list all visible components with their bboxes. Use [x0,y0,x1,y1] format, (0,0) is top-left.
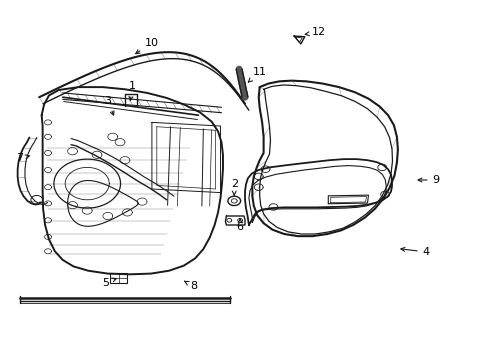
Text: 12: 12 [305,27,325,37]
Text: 6: 6 [237,219,244,232]
Text: 11: 11 [248,67,267,82]
Text: 2: 2 [231,179,238,195]
Text: 3: 3 [104,96,114,115]
Text: 7: 7 [16,153,29,163]
Text: 1: 1 [129,81,136,100]
Text: 8: 8 [185,281,197,291]
Text: 4: 4 [401,247,430,257]
Text: 9: 9 [418,175,440,185]
Text: 5: 5 [102,278,116,288]
Text: 10: 10 [136,38,159,54]
